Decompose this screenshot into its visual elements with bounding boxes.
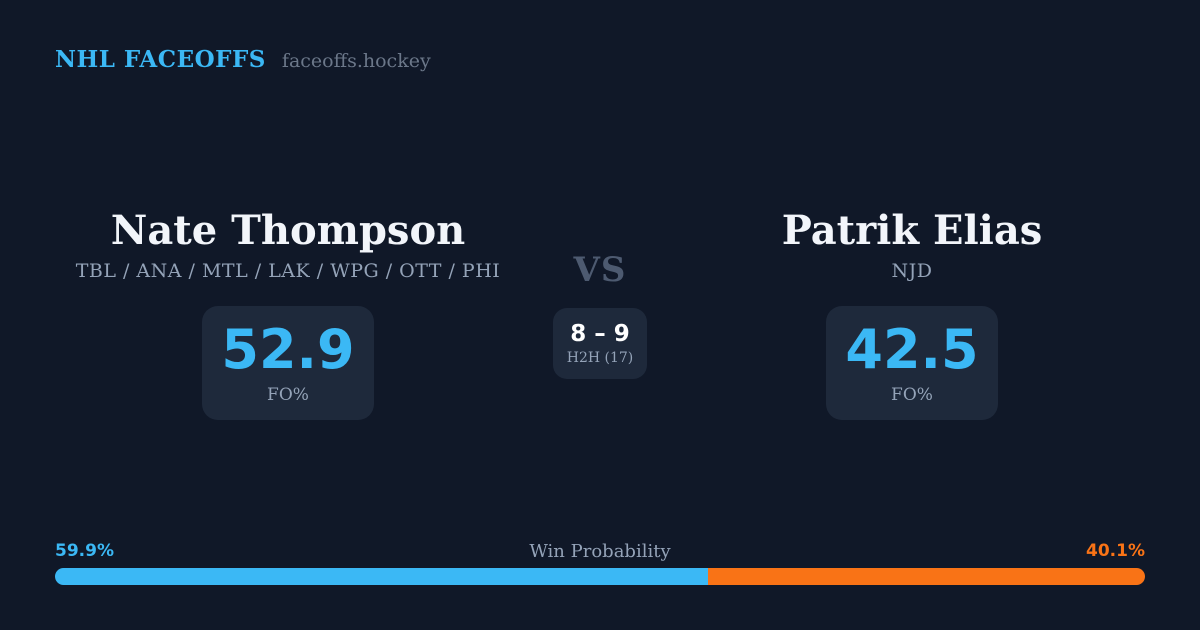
win-probability-right-value: 40.1% <box>1086 541 1145 561</box>
faceoff-pct-label: FO% <box>891 384 933 405</box>
vs-label: VS <box>573 250 627 290</box>
win-probability-bar-right-segment <box>707 568 1145 585</box>
win-probability-title: Win Probability <box>529 541 671 562</box>
player-teams: TBL / ANA / MTL / LAK / WPG / OTT / PHI <box>75 260 501 282</box>
win-probability-left-value: 59.9% <box>55 541 114 561</box>
player-name: Nate Thompson <box>110 207 466 254</box>
faceoff-pct-label: FO% <box>267 384 309 405</box>
faceoff-pct-card: 52.9 FO% <box>202 306 374 420</box>
faceoff-pct-value: 42.5 <box>845 317 979 381</box>
faceoff-pct-value: 52.9 <box>221 317 355 381</box>
h2h-score: 8 – 9 <box>570 321 630 347</box>
player-teams: NJD <box>891 260 933 282</box>
win-probability-bar-left-segment <box>55 568 708 585</box>
h2h-card: 8 – 9 H2H (17) <box>553 308 647 379</box>
player-left-column: Nate Thompson TBL / ANA / MTL / LAK / WP… <box>53 208 523 420</box>
vs-column: VS 8 – 9 H2H (17) <box>540 250 660 379</box>
faceoff-pct-card: 42.5 FO% <box>826 306 998 420</box>
brand-title: NHL FACEOFFS <box>55 46 266 73</box>
brand-domain: faceoffs.hockey <box>281 50 431 72</box>
win-probability-labels: Win Probability 59.9% 40.1% <box>55 541 1145 563</box>
player-right-column: Patrik Elias NJD 42.5 FO% <box>677 208 1147 420</box>
win-probability-bar <box>55 568 1145 585</box>
h2h-count-label: H2H (17) <box>566 350 634 366</box>
player-name: Patrik Elias <box>781 207 1043 254</box>
header: NHL FACEOFFS faceoffs.hockey <box>55 46 431 73</box>
